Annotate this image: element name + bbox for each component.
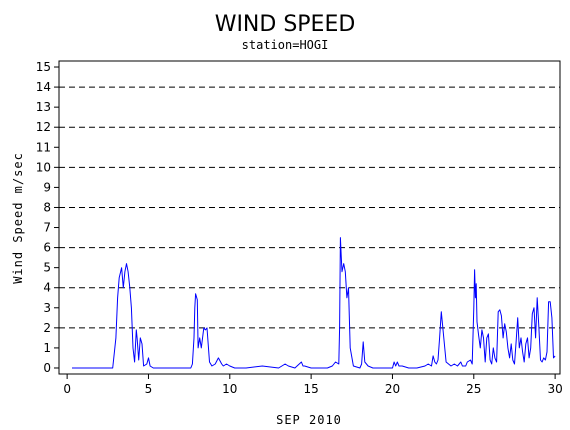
x-tick-label-0: 0 (63, 382, 71, 396)
chart-title: WIND SPEED (215, 12, 356, 37)
y-tick-label-9: 9 (43, 180, 51, 194)
y-tick-label-12: 12 (36, 120, 51, 134)
y-tick-label-2: 2 (43, 321, 51, 335)
y-tick-label-15: 15 (36, 60, 51, 74)
y-axis-label: Wind Speed m/sec (11, 152, 25, 284)
y-tick-label-6: 6 (43, 241, 51, 255)
series-group (72, 237, 556, 369)
x-tick-label-30: 30 (547, 382, 562, 396)
x-tick-label-5: 5 (145, 382, 153, 396)
x-axis-label: SEP 2010 (276, 413, 342, 427)
y-tick-label-11: 11 (36, 140, 51, 154)
x-tick-label-25: 25 (466, 382, 481, 396)
y-tick-label-14: 14 (36, 80, 51, 94)
y-tick-label-10: 10 (36, 160, 51, 174)
x-tick-label-10: 10 (222, 382, 237, 396)
y-tick-label-7: 7 (43, 221, 51, 235)
x-tick-label-15: 15 (303, 382, 318, 396)
series-line-0 (72, 237, 556, 369)
plot-frame (58, 60, 561, 375)
gridlines (59, 86, 560, 329)
chart-subtitle: station=HOGI (242, 38, 329, 52)
y-tick-label-3: 3 (43, 301, 51, 315)
y-tick-label-8: 8 (43, 200, 51, 214)
y-tick-label-4: 4 (43, 281, 51, 295)
x-axis-ticks: 0 5 10 15 20 25 30 (63, 374, 563, 396)
y-tick-label-1: 1 (43, 341, 51, 355)
y-tick-label-5: 5 (43, 261, 51, 275)
y-tick-label-0: 0 (43, 361, 51, 375)
x-tick-label-20: 20 (385, 382, 400, 396)
y-tick-label-13: 13 (36, 100, 51, 114)
